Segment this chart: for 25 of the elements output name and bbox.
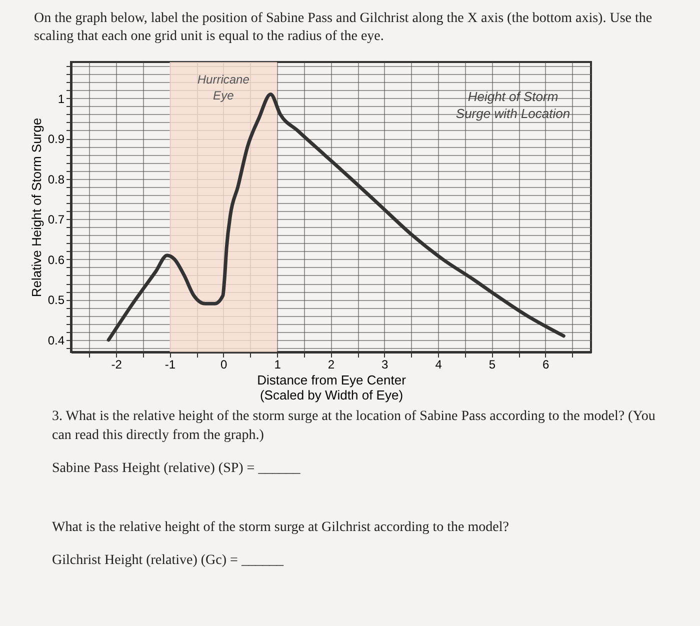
y-tick-label: 0.7	[48, 212, 65, 227]
text: Gilchrist Height (relative) (Gc) = ______	[52, 552, 285, 570]
band-label: Hurricane Eye	[197, 72, 250, 103]
y-tick-label: 0.8	[48, 172, 65, 187]
x-axis-title: Distance from Eye Center (Scaled by Width of Eye)	[257, 372, 407, 403]
x-tick-label: -2	[111, 358, 122, 372]
x-tick-label: 0	[220, 358, 228, 372]
text: 3. What is the relative height of the storm surge at the location of Sabine Pass according to the model? (You can read this directly from the graph.)	[52, 408, 656, 446]
y-tick-label: 0.9	[48, 132, 65, 146]
y-axis-title: Relative Height of Storm Surge	[28, 118, 44, 298]
x-tick-label: 4	[435, 358, 442, 372]
x-tick-label: 6	[542, 358, 550, 372]
x-tick-label: 5	[488, 358, 496, 372]
y-tick-label: 0.6	[48, 253, 65, 268]
x-tick-label: 2	[328, 358, 335, 372]
y-tick-label: 1	[58, 92, 65, 106]
text: What is the relative height of the storm surge at Gilchrist according to the model?	[52, 519, 510, 538]
x-tick-label: 3	[382, 358, 389, 372]
x-tick-label: 1	[274, 358, 282, 372]
chart-title: On the graph below, label the position of Sabine Pass and Gilchrist along the X axis (the bottom axis). Use the scaling that each one grid unit is equal to the radius of the eye.	[33, 10, 654, 46]
x-tick-label: -1	[164, 358, 176, 372]
y-tick-label: 0.4	[48, 334, 65, 348]
y-tick-label: 0.5	[48, 294, 65, 308]
text: Sabine Pass Height (relative) (SP) = ______	[52, 460, 302, 478]
annotation: Height of Storm Surge with Location	[456, 89, 570, 122]
